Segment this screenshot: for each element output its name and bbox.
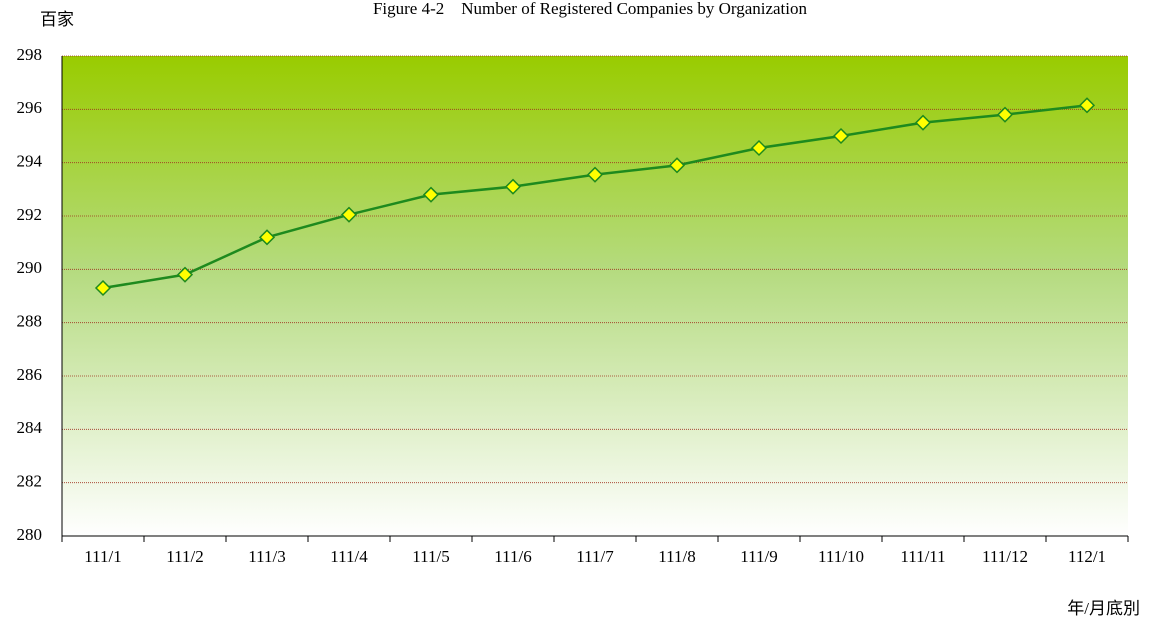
y-tick-label: 286 — [17, 365, 43, 384]
x-tick-label: 111/11 — [900, 547, 945, 566]
y-tick-label: 292 — [17, 205, 43, 224]
data-point — [832, 127, 850, 145]
y-tick-label: 288 — [17, 312, 43, 331]
y-tick-label: 280 — [17, 525, 43, 544]
x-tick-label: 111/8 — [658, 547, 695, 566]
y-tick-label: 294 — [17, 152, 43, 171]
x-tick-label: 111/9 — [740, 547, 777, 566]
x-tick-label: 111/12 — [982, 547, 1028, 566]
x-tick-label: 111/3 — [248, 547, 285, 566]
data-point — [586, 166, 604, 183]
x-axis-label: 年/月底別 — [1067, 599, 1140, 618]
y-tick-label: 290 — [17, 258, 43, 277]
x-tick-label: 111/7 — [576, 547, 614, 566]
data-point — [258, 229, 276, 246]
y-tick-label: 296 — [17, 98, 43, 117]
x-tick-label: 111/6 — [494, 547, 531, 566]
data-point — [94, 279, 112, 297]
y-tick-label: 298 — [17, 45, 43, 64]
x-tick-label: 111/4 — [330, 547, 368, 566]
x-tick-label: 111/5 — [412, 547, 449, 566]
chart-title: Figure 4-2 Number of Registered Companie… — [373, 0, 808, 18]
data-point — [504, 178, 522, 195]
y-tick-label: 282 — [17, 472, 43, 491]
data-point — [422, 186, 440, 203]
plot-background — [62, 56, 1128, 536]
data-point — [668, 157, 686, 174]
data-point — [340, 206, 358, 223]
data-point — [176, 266, 194, 283]
y-axis-label: 百家 — [40, 10, 74, 29]
x-tick-label: 112/1 — [1068, 547, 1106, 566]
data-point — [1078, 97, 1096, 114]
x-tick-label: 111/10 — [818, 547, 864, 566]
x-tick-label: 111/2 — [166, 547, 203, 566]
x-tick-label: 111/1 — [84, 547, 121, 566]
y-tick-label: 284 — [17, 418, 43, 437]
data-point — [750, 139, 768, 157]
data-point — [914, 114, 932, 131]
data-point — [996, 106, 1014, 123]
